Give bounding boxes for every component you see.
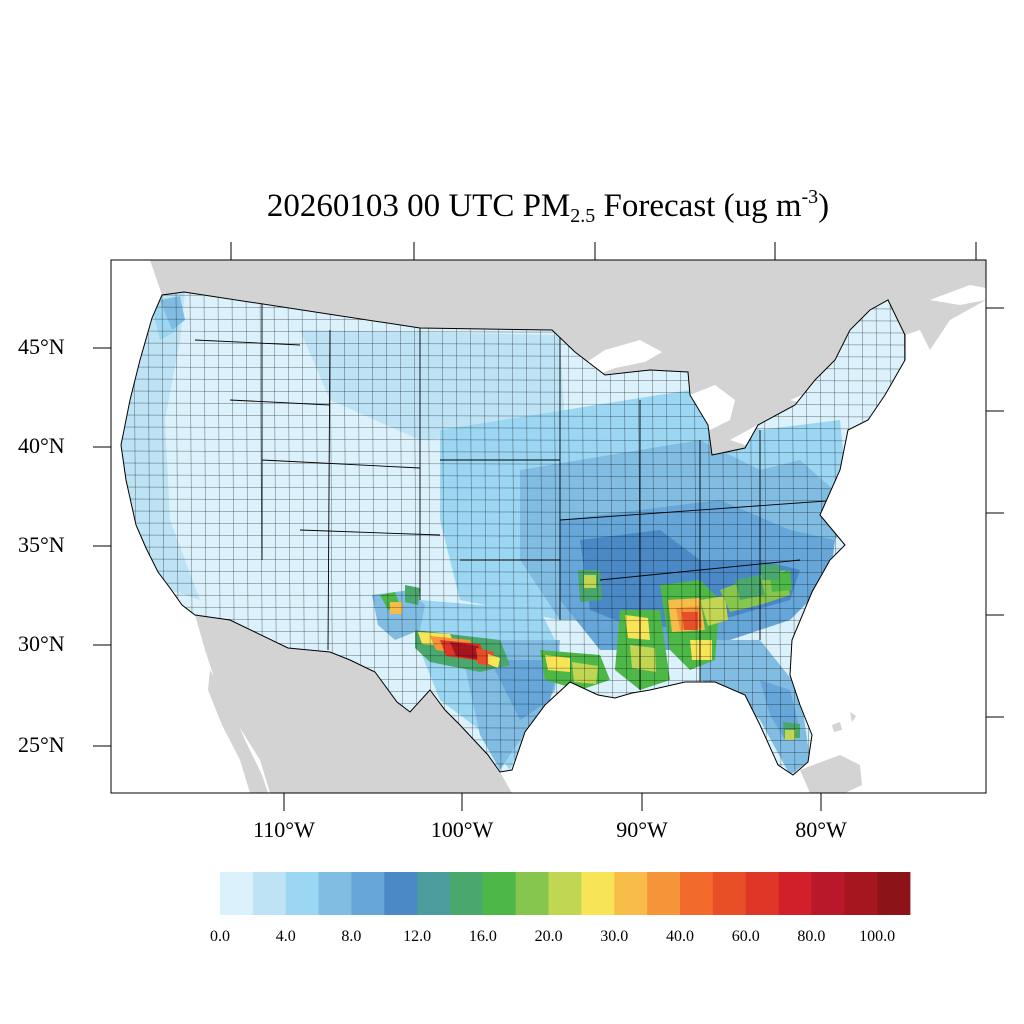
colorbar-swatch <box>811 872 845 915</box>
lat-label-40: 40°N <box>18 433 65 458</box>
colorbar-swatch <box>581 872 615 915</box>
map-frame <box>110 259 987 794</box>
lat-label-45: 45°N <box>18 334 65 359</box>
colorbar-swatch <box>482 872 517 915</box>
right-ticks <box>986 307 1004 718</box>
colorbar-swatch <box>680 872 714 915</box>
colorbar-label: 0.0 <box>210 928 230 945</box>
lake-superior <box>578 340 662 376</box>
colorbar-swatch <box>647 872 681 915</box>
colorbar-label: 16.0 <box>468 928 497 945</box>
colorbar-label: 30.0 <box>600 928 629 945</box>
lon-label-100: 100°W <box>430 817 494 842</box>
lat-label-30: 30°N <box>18 631 65 656</box>
colorbar-swatch <box>712 872 747 915</box>
colorbar-swatch <box>614 872 648 915</box>
colorbar-swatch <box>384 872 418 915</box>
colorbar-swatch <box>417 872 451 915</box>
top-ticks <box>230 242 977 260</box>
bottom-ticks <box>283 793 822 811</box>
bahamas-land <box>832 712 856 732</box>
map-title: 20260103 00 UTC PM2.5 Forecast (ug m-3) <box>266 186 830 227</box>
lat-label-35: 35°N <box>18 532 65 557</box>
lon-label-110: 110°W <box>253 817 315 842</box>
colorbar-label: 12.0 <box>403 928 432 945</box>
colorbar-label: 60.0 <box>731 928 760 945</box>
colorbar-swatch <box>877 872 911 915</box>
colorbar-swatch <box>351 872 385 915</box>
colorbar-swatch <box>778 872 812 915</box>
colorbar-swatch <box>220 872 254 915</box>
colorbar-swatch <box>285 872 319 915</box>
lon-label-90: 90°W <box>616 817 668 842</box>
colorbar <box>220 872 911 915</box>
lat-label-25: 25°N <box>18 732 65 757</box>
colorbar-swatch <box>548 872 582 915</box>
colorbar-label: 100.0 <box>859 928 896 945</box>
colorbar-label: 8.0 <box>341 928 362 945</box>
lon-label-80: 80°W <box>795 817 847 842</box>
colorbar-swatch <box>515 872 549 915</box>
colorbar-swatch <box>745 872 779 915</box>
left-ticks <box>93 347 111 747</box>
colorbar-label: 4.0 <box>275 928 296 945</box>
mexico-land <box>195 615 512 793</box>
hudson-bay-inlet <box>930 285 986 305</box>
colorbar-swatch <box>450 872 484 915</box>
baja-peninsula <box>208 670 268 793</box>
state-borders <box>194 300 841 690</box>
colorbar-label: 20.0 <box>534 928 563 945</box>
colorbar-label: 80.0 <box>797 928 826 945</box>
canada-land <box>111 260 986 455</box>
lake-huron <box>690 385 735 430</box>
colorbar-swatch <box>844 872 878 915</box>
colorbar-label: 40.0 <box>666 928 694 945</box>
cuba-land <box>800 755 862 793</box>
colorbar-swatch <box>252 872 287 915</box>
colorbar-swatch <box>318 872 352 915</box>
